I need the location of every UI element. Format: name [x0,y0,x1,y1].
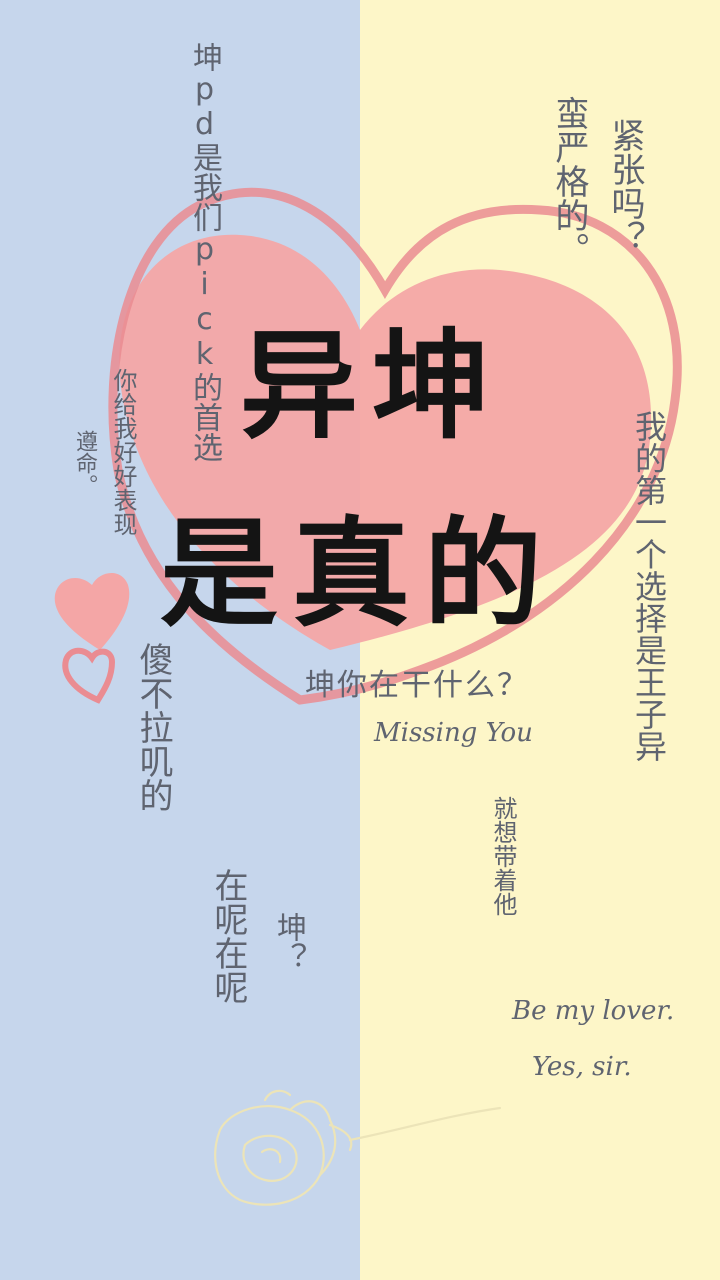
text-kun-question: 坤？ [271,912,306,972]
title-line2: 是真的 [160,504,557,643]
heart-outline-icon [108,187,682,705]
big-heart-icon [119,234,652,650]
small-heart-icon [54,572,130,650]
text-yes-sir: Yes, sir. [532,1052,632,1082]
text-take-him: 就想带着他 [489,796,517,916]
rose-icon [214,1089,502,1206]
text-perform: 你给我好好表现 [109,368,137,536]
text-pick: 坤pd是我们pick的首选 [187,42,222,462]
text-silly: 傻不拉叽的 [133,642,173,812]
text-here: 在呢在呢 [208,868,248,1004]
title-line1: 异坤 [240,316,505,455]
text-be-my-lover: Be my lover. [512,996,675,1026]
text-missing-you: Missing You [374,718,533,748]
text-nervous: 紧张吗？ [605,118,645,254]
text-what-doing: 坤你在干什么？ [305,668,529,703]
text-obey: 遵命。 [72,430,97,496]
small-heart-outline-icon [62,647,116,704]
text-serious: 蛮严格的。 [549,96,589,266]
text-first-choice: 我的第一个选择是王子异 [630,410,668,762]
